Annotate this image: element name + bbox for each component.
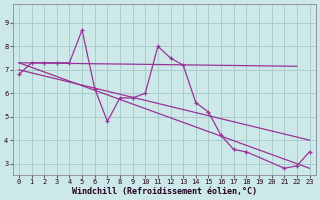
X-axis label: Windchill (Refroidissement éolien,°C): Windchill (Refroidissement éolien,°C)	[72, 187, 257, 196]
